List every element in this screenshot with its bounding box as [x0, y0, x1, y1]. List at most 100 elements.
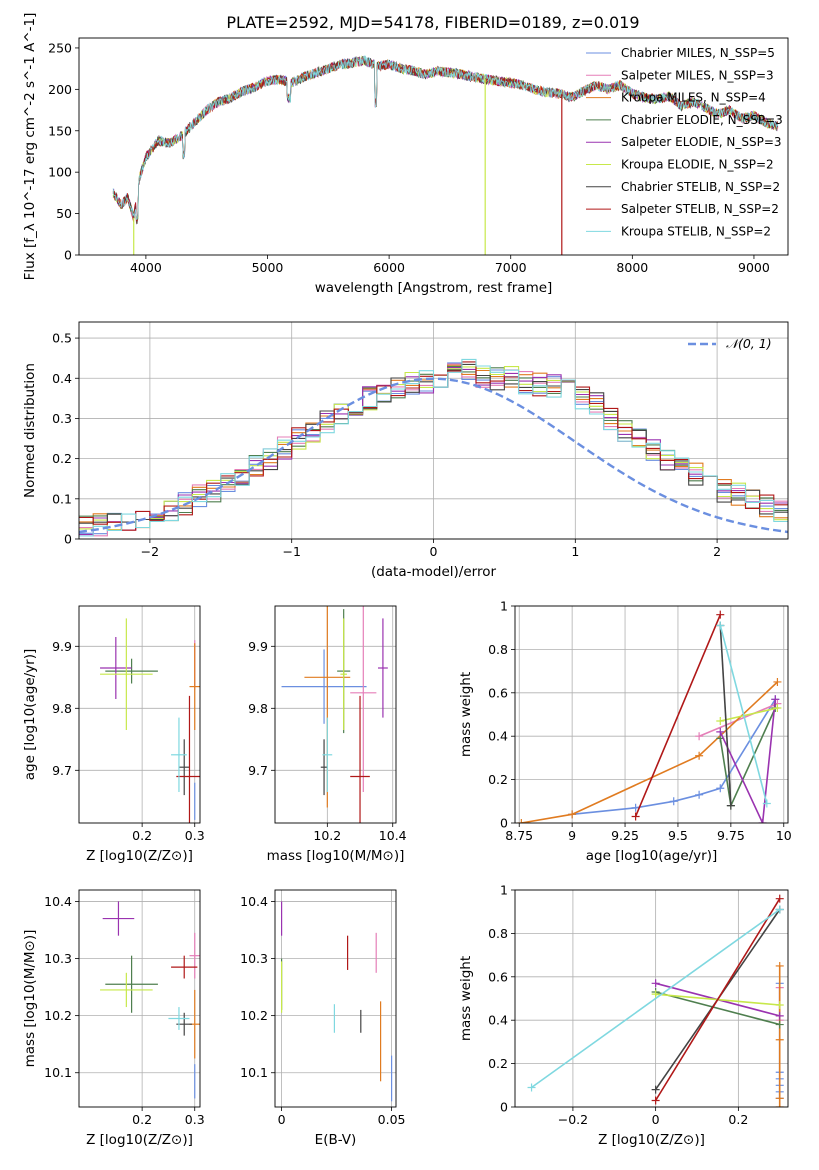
weight-marker [527, 1083, 536, 1092]
x-tick-label: 7000 [495, 260, 527, 275]
y-tick-label: 0.1 [52, 491, 72, 506]
x-tick-label: 0.05 [378, 1112, 406, 1127]
weight-marker [775, 894, 784, 903]
weight-marker [758, 819, 767, 823]
axes-frame [274, 605, 397, 824]
axes-frame [514, 605, 789, 824]
weight-marker [631, 812, 640, 821]
y-tick-label: 150 [48, 123, 72, 138]
x-tick-label: 0 [430, 544, 438, 559]
weight-marker [716, 784, 725, 793]
weight-marker [716, 610, 725, 619]
legend-label: Kroupa STELIB, N_SSP=2 [621, 224, 771, 238]
y-axis-label: Normed distribution [22, 363, 38, 498]
y-tick-label: 1 [500, 599, 508, 614]
legend-label: Salpeter STELIB, N_SSP=2 [621, 202, 779, 216]
y-tick-label: 0.2 [488, 1056, 508, 1071]
y-axis-label: mass weight [458, 956, 474, 1041]
x-axis-label: wavelength [Angstrom, rest frame] [315, 280, 553, 296]
y-tick-label: 200 [48, 82, 72, 97]
plot-mass-vs-z: 0.2 0.3 10.1 10.2 10.3 10.4 Z [log10(Z/Z⊙)] mas… [22, 889, 205, 1148]
x-axis-label: (data-model)/error [371, 564, 497, 580]
weight-marker [775, 1020, 784, 1029]
histogram-step [79, 367, 788, 536]
plot-mass-vs-ebv: 0 0.05 10.1 10.2 10.3 10.4 E(B-V) [240, 889, 406, 1148]
plot-weight-vs-z: −0.2 0 0.2 0 0.2 0.4 0.6 0.8 1 Z [log10(Z/Z⊙)] mas… [458, 883, 789, 1148]
y-tick-label: 10.2 [240, 1008, 268, 1023]
weight-marker [716, 621, 725, 630]
weight-marker [517, 819, 526, 823]
axes-frame [514, 889, 789, 1108]
weight-marker [771, 695, 780, 704]
x-tick-label: 0.2 [728, 1112, 748, 1127]
y-tick-label: 0.8 [488, 926, 508, 941]
x-tick-label: 10.2 [313, 828, 341, 843]
y-axis-label: mass weight [458, 672, 474, 757]
weight-line [719, 699, 777, 823]
y-tick-label: 10.3 [240, 951, 268, 966]
y-tick-label: 0 [64, 248, 72, 263]
y-tick-label: 9.8 [52, 701, 72, 716]
weight-marker [762, 799, 771, 808]
axes-frame [274, 889, 397, 1108]
legend-label: Kroupa ELODIE, N_SSP=2 [621, 158, 774, 172]
y-tick-label: 0.4 [52, 371, 72, 386]
x-axis-label: Z [log10(Z/Z⊙)] [86, 1132, 193, 1148]
legend-label: 𝒩(0, 1) [726, 336, 772, 351]
y-tick-label: 9.7 [248, 763, 268, 778]
y-tick-label: 0.4 [488, 729, 508, 744]
x-tick-label: 1 [571, 544, 579, 559]
x-tick-label: 10.4 [379, 828, 407, 843]
legend-label: Salpeter ELODIE, N_SSP=3 [621, 135, 782, 149]
plot-area-mass-vs-ebv [281, 901, 393, 1102]
y-tick-label: 10.1 [44, 1065, 72, 1080]
x-tick-label: 0 [652, 1112, 660, 1127]
x-tick-label: 8.75 [505, 828, 533, 843]
weight-marker [651, 990, 660, 999]
axes-frame [78, 889, 201, 1108]
weight-marker [775, 961, 784, 970]
x-axis-label: E(B-V) [315, 1132, 357, 1148]
weight-marker [669, 797, 678, 806]
x-axis-label: Z [log10(Z/Z⊙)] [86, 848, 193, 864]
y-tick-label: 0.2 [52, 451, 72, 466]
x-tick-label: 6000 [373, 260, 405, 275]
weight-line [719, 625, 768, 804]
weight-marker [716, 727, 725, 736]
weight-marker [775, 1103, 784, 1107]
y-axis-label: Flux [f_λ 10^-17 erg cm^-2 s^-1 A^-1] [22, 13, 38, 281]
y-tick-label: 9.7 [52, 763, 72, 778]
x-tick-label: 9000 [738, 260, 770, 275]
y-tick-label: 0.6 [488, 685, 508, 700]
weight-line [634, 614, 722, 817]
x-tick-label: 9.75 [717, 828, 745, 843]
y-tick-label: 10.3 [44, 951, 72, 966]
y-tick-label: 0 [500, 1100, 508, 1115]
spectrum-line [112, 54, 779, 220]
y-tick-label: 9.9 [248, 639, 268, 654]
x-tick-label: −2 [141, 544, 159, 559]
y-tick-label: 0.5 [52, 331, 72, 346]
weight-marker [775, 1035, 784, 1044]
plot-area-weight-vs-z [527, 894, 784, 1107]
weight-line [654, 898, 781, 1101]
weight-marker [775, 1094, 784, 1103]
y-tick-label: 0.4 [488, 1013, 508, 1028]
y-tick-label: 0.6 [488, 969, 508, 984]
y-tick-label: 10.4 [240, 894, 268, 909]
plot-spectrum: 4000 5000 6000 7000 8000 9000 0 50 100 150 200 250 w… [22, 13, 789, 296]
weight-marker [775, 1011, 784, 1020]
y-tick-label: 0.8 [488, 642, 508, 657]
x-axis-label: Z [log10(Z/Z⊙)] [598, 1132, 705, 1148]
axes-frame [78, 37, 789, 256]
legend-label: Chabrier MILES, N_SSP=5 [621, 46, 775, 60]
y-axis-label: mass [log10(M/M⊙)] [22, 930, 38, 1068]
weight-marker [568, 810, 577, 819]
y-tick-label: 0.2 [488, 772, 508, 787]
x-tick-label: 10 [776, 828, 792, 843]
x-tick-label: 5000 [252, 260, 284, 275]
weight-marker [695, 790, 704, 799]
legend-label: Salpeter MILES, N_SSP=3 [621, 68, 774, 82]
x-tick-label: 0 [278, 1112, 286, 1127]
